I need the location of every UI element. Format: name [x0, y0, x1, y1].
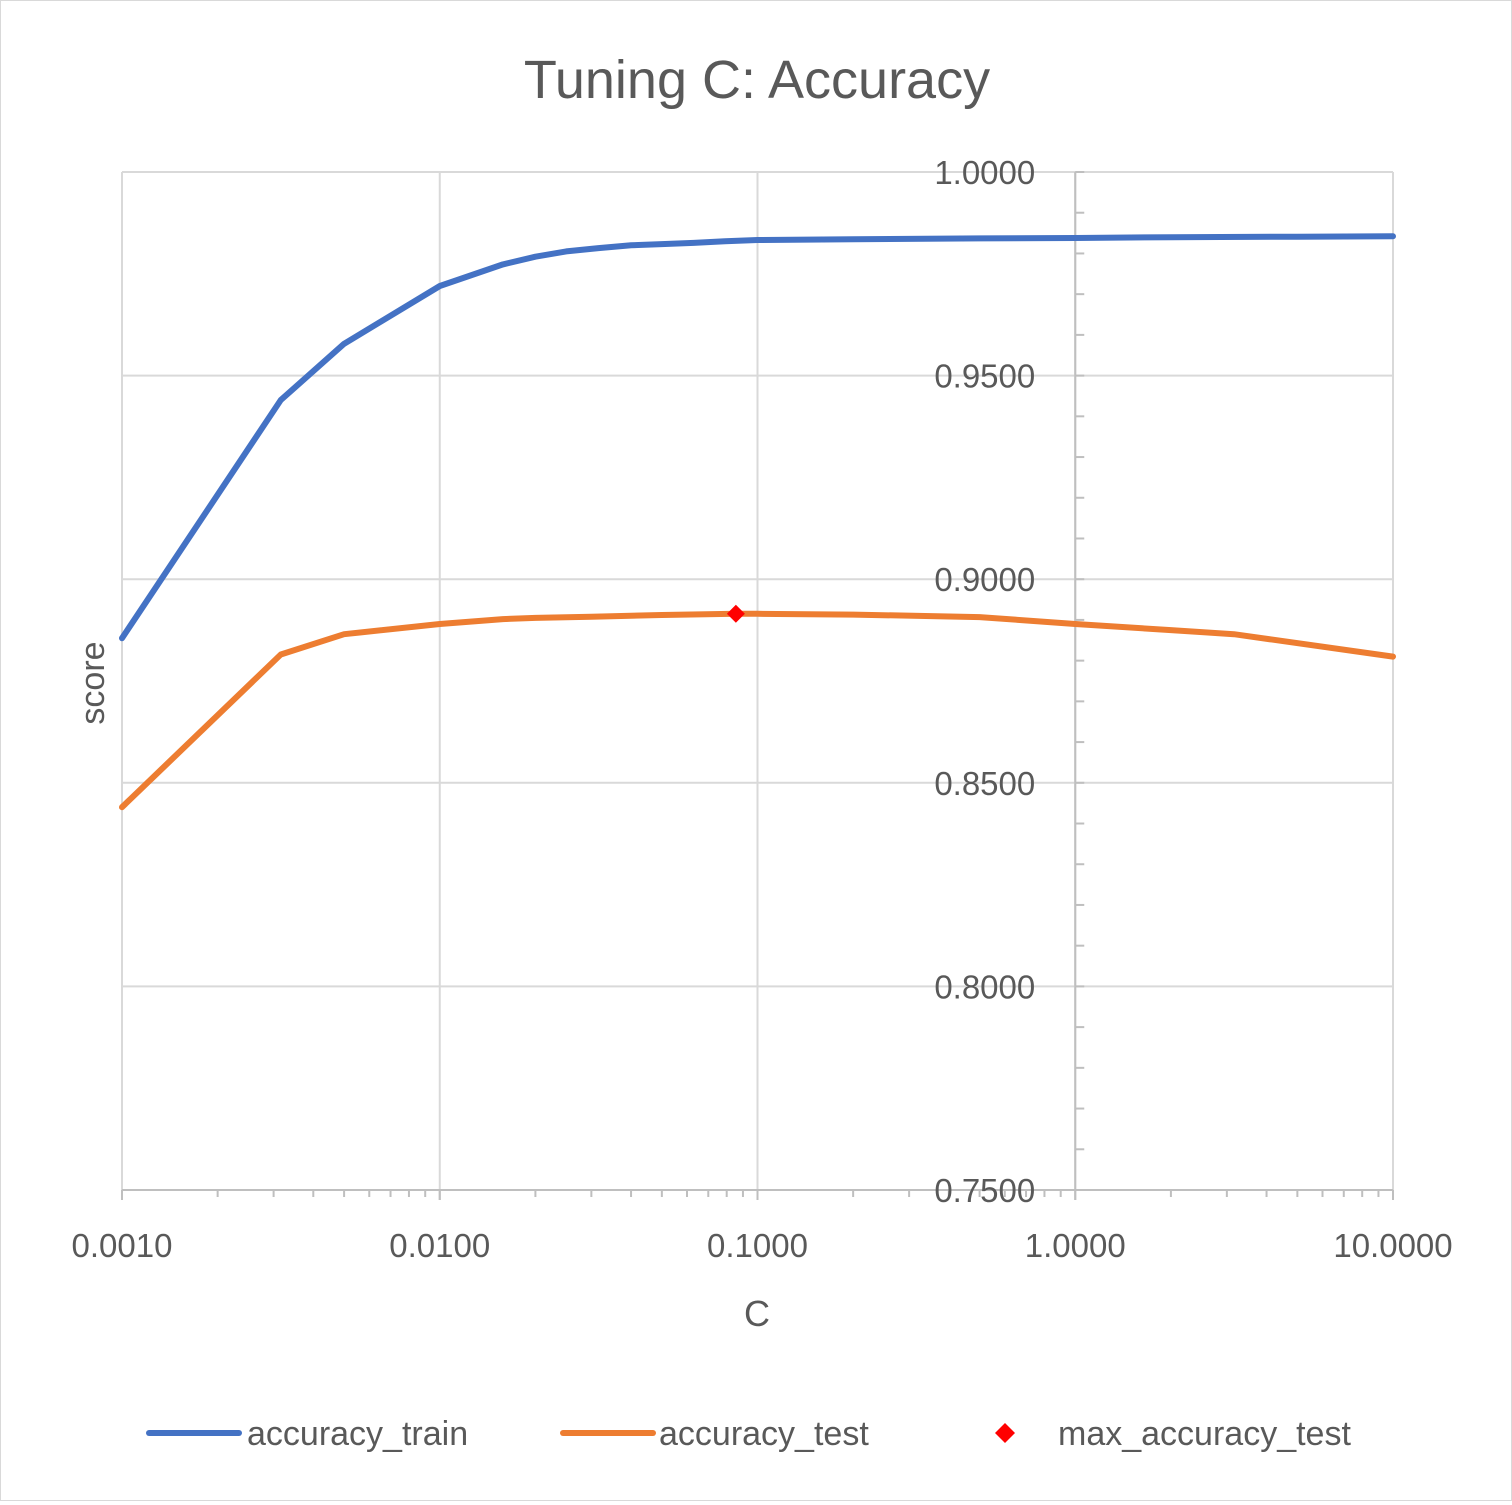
legend: accuracy_train accuracy_test max_accurac… [146, 1415, 1351, 1453]
y-tick-label: 0.8500 [934, 765, 1035, 802]
series-line-accuracy_train [119, 233, 1396, 642]
series-line-accuracy_test [119, 610, 1396, 811]
y-axis-title: score [74, 641, 112, 724]
point-max_accuracy_test [726, 604, 745, 623]
legend-label-test: accuracy_test [659, 1415, 869, 1453]
x-tick-label: 0.0010 [72, 1227, 173, 1264]
x-tick-label: 10.0000 [1333, 1227, 1452, 1264]
legend-label-max: max_accuracy_test [1058, 1415, 1351, 1453]
series-layer [119, 233, 1396, 811]
x-tick-label: 1.0000 [1025, 1227, 1126, 1264]
tick-label-layer: 0.0010 0.0100 0.1000 1.0000 10.0000 0.7500 0.8… [72, 154, 1453, 1264]
x-tick-label: 0.0100 [389, 1227, 490, 1264]
y-tick-label: 1.0000 [934, 154, 1035, 191]
y-tick-label: 0.9500 [934, 358, 1035, 395]
y-tick-label: 0.7500 [934, 1172, 1035, 1209]
axis-layer [121, 171, 1394, 1200]
legend-swatch-max-diamond [995, 1423, 1015, 1443]
y-tick-label: 0.9000 [934, 561, 1035, 598]
x-axis-title: C [744, 1293, 770, 1334]
x-tick-label: 0.1000 [707, 1227, 808, 1264]
y-tick-label: 0.8000 [934, 968, 1035, 1005]
grid-layer [121, 171, 1394, 1190]
legend-label-train: accuracy_train [247, 1415, 468, 1453]
chart-title: Tuning C: Accuracy [524, 50, 990, 110]
